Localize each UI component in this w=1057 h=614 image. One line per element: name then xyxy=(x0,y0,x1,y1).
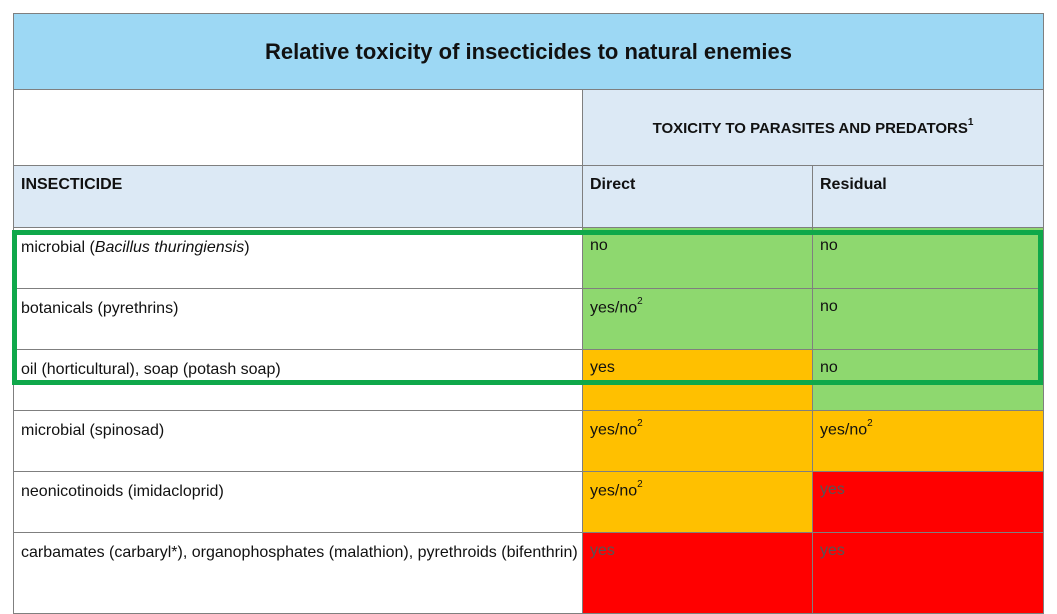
table-row: carbamates (carbaryl*), organophosphates… xyxy=(13,532,1045,614)
column-header-residual: Residual xyxy=(811,165,1045,228)
residual-toxicity-cell: yes/no2 xyxy=(811,410,1045,472)
direct-toxicity-cell: yes/no2 xyxy=(582,288,813,350)
group-header: TOXICITY TO PARASITES AND PREDATORS1 xyxy=(581,89,1045,166)
direct-toxicity-value: yes xyxy=(590,542,615,559)
direct-toxicity-value: yes/no xyxy=(590,299,638,317)
insecticide-name: microbial (spinosad) xyxy=(21,422,165,439)
residual-toxicity-cell: no xyxy=(811,349,1045,411)
table-row: oil (horticultural), soap (potash soap) y… xyxy=(13,349,1045,411)
insecticide-name: oil (horticultural), soap (potash soap) xyxy=(21,361,281,378)
table-row: microbial (spinosad) yes/no2 yes/no2 xyxy=(13,410,1045,472)
direct-footnote: 2 xyxy=(637,479,643,490)
direct-toxicity-value: yes/no xyxy=(590,482,638,500)
column-header-insecticide: INSECTICIDE xyxy=(13,165,583,228)
table-row: botanicals (pyrethrins) yes/no2 no xyxy=(13,288,1045,350)
insecticide-name-cell: oil (horticultural), soap (potash soap) xyxy=(13,349,583,411)
direct-toxicity-value: no xyxy=(590,237,608,254)
direct-footnote: 2 xyxy=(637,296,643,307)
insecticide-name-cell: microbial (spinosad) xyxy=(13,410,583,472)
insecticide-name: neonicotinoids (imidacloprid) xyxy=(21,483,224,500)
residual-toxicity-cell: no xyxy=(811,288,1045,350)
direct-toxicity-value: yes/no xyxy=(590,421,638,439)
residual-toxicity-cell: yes xyxy=(811,471,1045,533)
group-header-text: TOXICITY TO PARASITES AND PREDATORS xyxy=(652,119,968,137)
residual-footnote: 2 xyxy=(867,418,873,429)
table-row: neonicotinoids (imidacloprid) yes/no2 yes xyxy=(13,471,1045,533)
column-header-direct: Direct xyxy=(582,165,813,228)
residual-toxicity-value: yes/no xyxy=(820,421,868,439)
insecticide-name-suffix: ) xyxy=(244,239,250,256)
table-title-text: Relative toxicity of insecticides to nat… xyxy=(265,38,792,64)
insecticide-name: microbial ( xyxy=(21,239,95,256)
toxicity-table: Relative toxicity of insecticides to nat… xyxy=(12,13,1045,614)
direct-toxicity-cell: no xyxy=(582,227,813,289)
table-title: Relative toxicity of insecticides to nat… xyxy=(12,13,1045,90)
direct-toxicity-cell: yes xyxy=(582,532,813,614)
header-blank-cell xyxy=(13,89,583,166)
insecticide-name-cell: carbamates (carbaryl*), organophosphates… xyxy=(13,532,583,614)
direct-toxicity-value: yes xyxy=(590,359,615,376)
table-body: microbial (Bacillus thuringiensis) no no bo… xyxy=(13,227,1045,614)
insecticide-name-cell: neonicotinoids (imidacloprid) xyxy=(13,471,583,533)
insecticide-name-cell: botanicals (pyrethrins) xyxy=(13,288,583,350)
direct-toxicity-cell: yes xyxy=(582,349,813,411)
group-header-footnote: 1 xyxy=(967,116,974,128)
direct-toxicity-cell: yes/no2 xyxy=(582,471,813,533)
residual-toxicity-value: no xyxy=(820,237,838,254)
residual-toxicity-value: no xyxy=(820,359,838,376)
residual-toxicity-cell: yes xyxy=(811,532,1045,614)
direct-toxicity-cell: yes/no2 xyxy=(582,410,813,472)
residual-toxicity-cell: no xyxy=(811,227,1045,289)
table-row: microbial (Bacillus thuringiensis) no no xyxy=(13,227,1045,289)
insecticide-name: carbamates (carbaryl*), organophosphates… xyxy=(21,544,578,561)
residual-toxicity-value: yes xyxy=(820,481,845,498)
residual-toxicity-value: yes xyxy=(820,542,845,559)
insecticide-name-cell: microbial (Bacillus thuringiensis) xyxy=(13,227,583,289)
insecticide-name: botanicals (pyrethrins) xyxy=(21,300,179,317)
insecticide-name-italic: Bacillus thuringiensis xyxy=(94,239,245,256)
direct-footnote: 2 xyxy=(637,418,643,429)
residual-toxicity-value: no xyxy=(820,298,838,315)
